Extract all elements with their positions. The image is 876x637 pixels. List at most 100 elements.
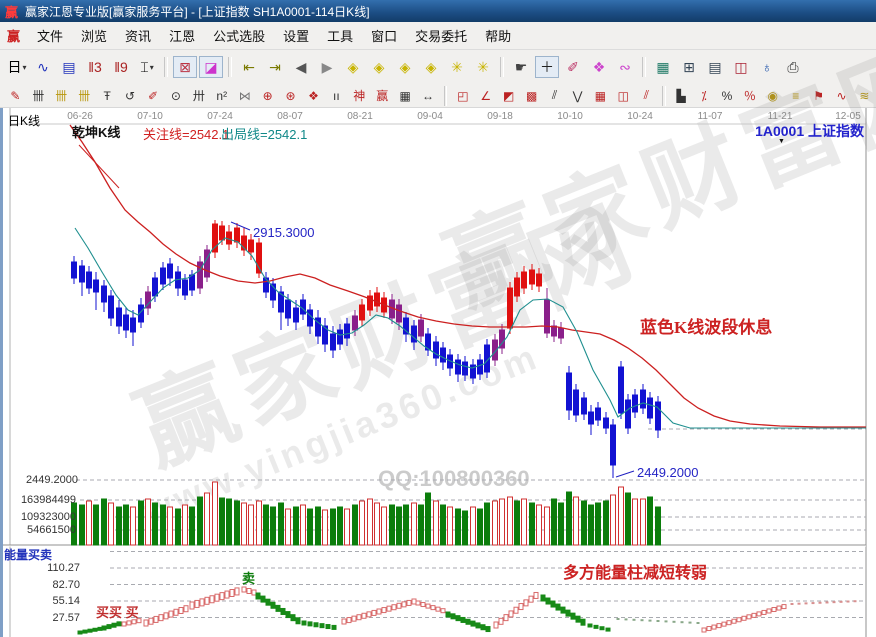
calculator-icon[interactable]: ⊞ xyxy=(683,58,695,75)
indicator-bar-up xyxy=(381,607,387,614)
brush-icon[interactable]: ✎ xyxy=(10,88,21,103)
menu-bar: 赢 文件 浏览 资讯 江恩 公式选股 设置 工具 窗口 交易委托 帮助 xyxy=(0,22,876,50)
gold-line-icon[interactable]: ≡ xyxy=(792,88,800,103)
indicator-bar-down xyxy=(313,622,319,628)
indicator-bar-up xyxy=(209,595,215,604)
indicator-bar-up xyxy=(736,617,742,623)
zoom-left-icon[interactable]: ◈ xyxy=(347,58,359,75)
menu-item-2[interactable]: 资讯 xyxy=(125,29,152,44)
pencil-angle-icon[interactable]: ✐ xyxy=(147,88,159,103)
calendar-icon[interactable]: ▦ xyxy=(656,58,670,75)
hand-tool-icon[interactable]: ☛ xyxy=(514,58,528,75)
gold-comb-icon[interactable]: 卌 xyxy=(55,89,68,103)
draw-line-icon[interactable]: ✐ xyxy=(567,58,579,75)
last-page-icon[interactable]: ⇥ xyxy=(269,58,281,75)
wave-tool-icon[interactable]: ∾ xyxy=(619,58,631,75)
volume-bar xyxy=(138,500,144,546)
expand-x-icon[interactable]: ◈ xyxy=(399,58,411,75)
crosshair-tool-icon[interactable]: ＋ xyxy=(535,56,559,78)
menu-item-7[interactable]: 窗口 xyxy=(371,29,398,44)
indicator-bar-down xyxy=(540,594,546,602)
hist-percent-icon[interactable]: ▙ xyxy=(676,88,686,103)
shen-comb-icon[interactable]: 神 xyxy=(353,89,366,103)
menu-item-6[interactable]: 工具 xyxy=(327,29,354,44)
menu-item-3[interactable]: 江恩 xyxy=(169,29,196,44)
kline-3-icon[interactable]: ‖3 xyxy=(88,59,102,75)
f-comb-icon[interactable]: Ŧ xyxy=(103,88,111,103)
angle-lines-icon[interactable]: ⫽ xyxy=(551,88,558,102)
grid-123-icon[interactable]: ▦ xyxy=(399,88,411,103)
volume-profile-icon[interactable]: ◪ xyxy=(199,56,223,78)
kline-9-icon[interactable]: ‖9 xyxy=(114,59,128,75)
zoom-right-icon[interactable]: ◈ xyxy=(373,58,385,75)
slash-lines-icon[interactable]: ⫽ xyxy=(643,88,649,102)
wave-channel-icon[interactable]: ∿ xyxy=(836,88,847,103)
volume-bar xyxy=(588,504,594,546)
network-icon[interactable]: ♁ xyxy=(761,59,773,75)
percent-7-icon[interactable]: ⁒ xyxy=(701,88,707,103)
indicator-bar-down xyxy=(260,595,266,603)
shrink-x-icon[interactable]: ◈ xyxy=(425,58,437,75)
info-board-icon[interactable]: ▤ xyxy=(62,58,76,75)
menu-item-0[interactable]: 文件 xyxy=(37,29,64,44)
indicator-bar-up xyxy=(153,615,159,623)
grid-box-icon[interactable]: ◫ xyxy=(617,88,629,103)
candle-body xyxy=(433,341,439,359)
prev-page-icon[interactable]: ◀ xyxy=(295,58,307,75)
target-circle-icon[interactable]: ⊕ xyxy=(262,88,273,103)
candle-style-button[interactable]: ⌶ ▾ xyxy=(140,58,154,75)
save-screen-icon[interactable]: ◫ xyxy=(734,58,748,75)
menu-item-4[interactable]: 公式选股 xyxy=(213,29,266,44)
menu-item-1[interactable]: 浏览 xyxy=(81,29,108,44)
plain-comb-icon[interactable]: 卅 xyxy=(192,89,205,103)
tick-marks-icon[interactable]: ıı xyxy=(333,88,340,103)
menu-item-9[interactable]: 帮助 xyxy=(485,29,512,44)
next-page-icon[interactable]: ▶ xyxy=(321,58,333,75)
kline-chart-canvas[interactable] xyxy=(0,108,876,637)
indicator-title: 能量买卖 xyxy=(4,548,53,562)
web-box2-icon[interactable]: ▩ xyxy=(525,88,538,103)
candle-body xyxy=(130,317,136,333)
gold-comb2-icon[interactable]: 卌 xyxy=(78,89,91,103)
symbol-corner-label[interactable]: 1A0001 上证指数 xyxy=(755,121,864,141)
gann-grid-icon[interactable]: ◰ xyxy=(457,88,469,103)
vee-lines-icon[interactable]: ⋁ xyxy=(572,88,583,103)
gann-fan-icon[interactable]: ∠ xyxy=(480,88,492,103)
candle-body xyxy=(182,279,188,296)
overview-chart-icon[interactable]: ∿ xyxy=(37,58,49,75)
star-box-icon[interactable]: ⊛ xyxy=(285,88,296,103)
flag-ruler-icon[interactable]: ⚑ xyxy=(813,88,824,103)
period-day-button[interactable]: 日 ▾ xyxy=(7,59,27,75)
print-icon[interactable]: ⎙ xyxy=(787,58,799,75)
comb-icon[interactable]: 卌 xyxy=(32,89,45,103)
percent-icon[interactable]: % xyxy=(721,88,733,103)
indicator-bar-up xyxy=(731,618,737,624)
menu-item-5[interactable]: 设置 xyxy=(283,29,310,44)
indicator-bar-up xyxy=(396,602,402,609)
symbol-dropdown-icon[interactable]: ▼ xyxy=(778,138,785,145)
candle-body xyxy=(603,417,609,429)
percent-line-icon[interactable]: ％ xyxy=(743,89,756,103)
expand-all-icon[interactable]: ✳ xyxy=(451,58,463,75)
web-box-icon[interactable]: ❖ xyxy=(308,88,319,103)
indicator-bar-up xyxy=(361,612,367,619)
gold-circle-icon[interactable]: ◉ xyxy=(767,88,779,103)
ying-comb-icon[interactable]: 赢 xyxy=(376,89,389,103)
gold-band-icon[interactable]: ≋ xyxy=(859,88,870,103)
gann-shape-icon[interactable]: ❖ xyxy=(592,58,606,75)
n-square-icon[interactable]: n² xyxy=(216,88,228,103)
qiankun-kline-icon[interactable]: ⊠ xyxy=(173,56,197,78)
mirror-angle-icon[interactable]: ⋈ xyxy=(238,88,251,103)
indicator-bar-up xyxy=(143,619,149,627)
shrink-all-icon[interactable]: ✳ xyxy=(477,58,489,75)
fan-box-icon[interactable]: ◩ xyxy=(503,88,515,103)
memo-icon[interactable]: ▤ xyxy=(708,58,722,75)
candle-body xyxy=(189,274,195,291)
red-grid-icon[interactable]: ▦ xyxy=(594,88,607,103)
menu-item-8[interactable]: 交易委托 xyxy=(415,29,468,44)
first-page-icon[interactable]: ⇤ xyxy=(243,58,255,75)
compass-circle-icon[interactable]: ⊙ xyxy=(170,88,181,103)
callout-line xyxy=(615,470,635,478)
span-arrow-icon[interactable]: ↔ xyxy=(422,88,435,103)
spiral-icon[interactable]: ↺ xyxy=(125,88,136,103)
